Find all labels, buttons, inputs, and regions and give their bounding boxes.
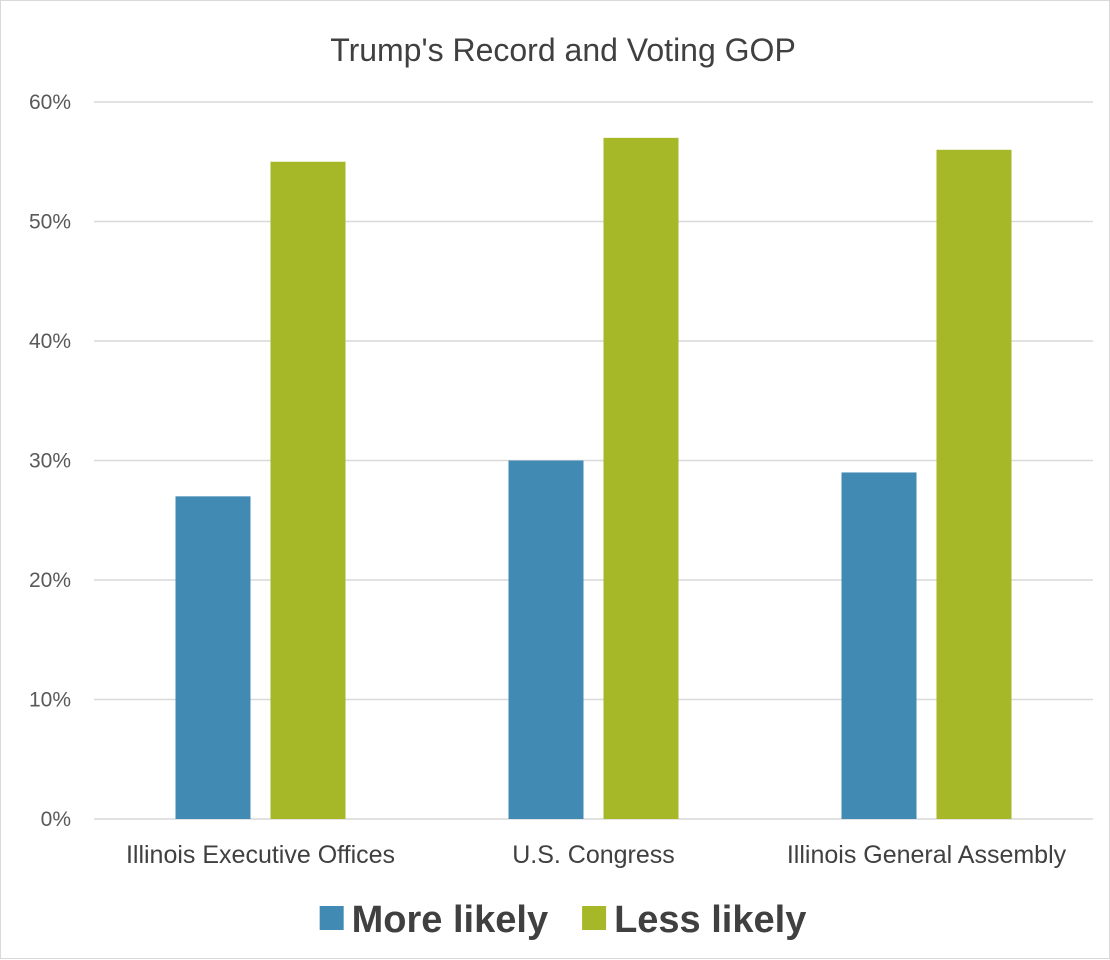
bar-less-likely (270, 161, 346, 819)
x-category-label: U.S. Congress (512, 841, 675, 869)
y-tick-label: 10% (29, 689, 71, 712)
legend-swatch (582, 906, 607, 930)
legend-label: Less likely (614, 899, 806, 941)
x-category-label: Illinois General Assembly (787, 841, 1067, 869)
x-axis-categories: Illinois Executive Offices U.S. Congress I… (126, 841, 1067, 869)
legend-swatch (319, 906, 344, 930)
y-axis-ticks: 0% 10% 20% 30% 40% 50% 60% (29, 91, 71, 831)
gridlines (94, 101, 1093, 820)
y-tick-label: 40% (29, 330, 71, 353)
y-tick-label: 60% (29, 91, 71, 114)
bar-more-likely (508, 460, 584, 819)
y-tick-label: 50% (29, 211, 71, 234)
bar-more-likely (175, 496, 251, 819)
bars (175, 137, 1012, 820)
bar-more-likely (841, 472, 917, 819)
x-category-label: Illinois Executive Offices (126, 841, 395, 869)
y-tick-label: 0% (41, 808, 71, 831)
legend-label: More likely (352, 899, 548, 941)
chart-title: Trump's Record and Voting GOP (330, 32, 796, 68)
y-tick-label: 20% (29, 569, 71, 592)
y-tick-label: 30% (29, 450, 71, 473)
legend: More likely Less likely (319, 899, 806, 941)
bar-less-likely (603, 137, 679, 820)
bar-less-likely (936, 149, 1012, 820)
